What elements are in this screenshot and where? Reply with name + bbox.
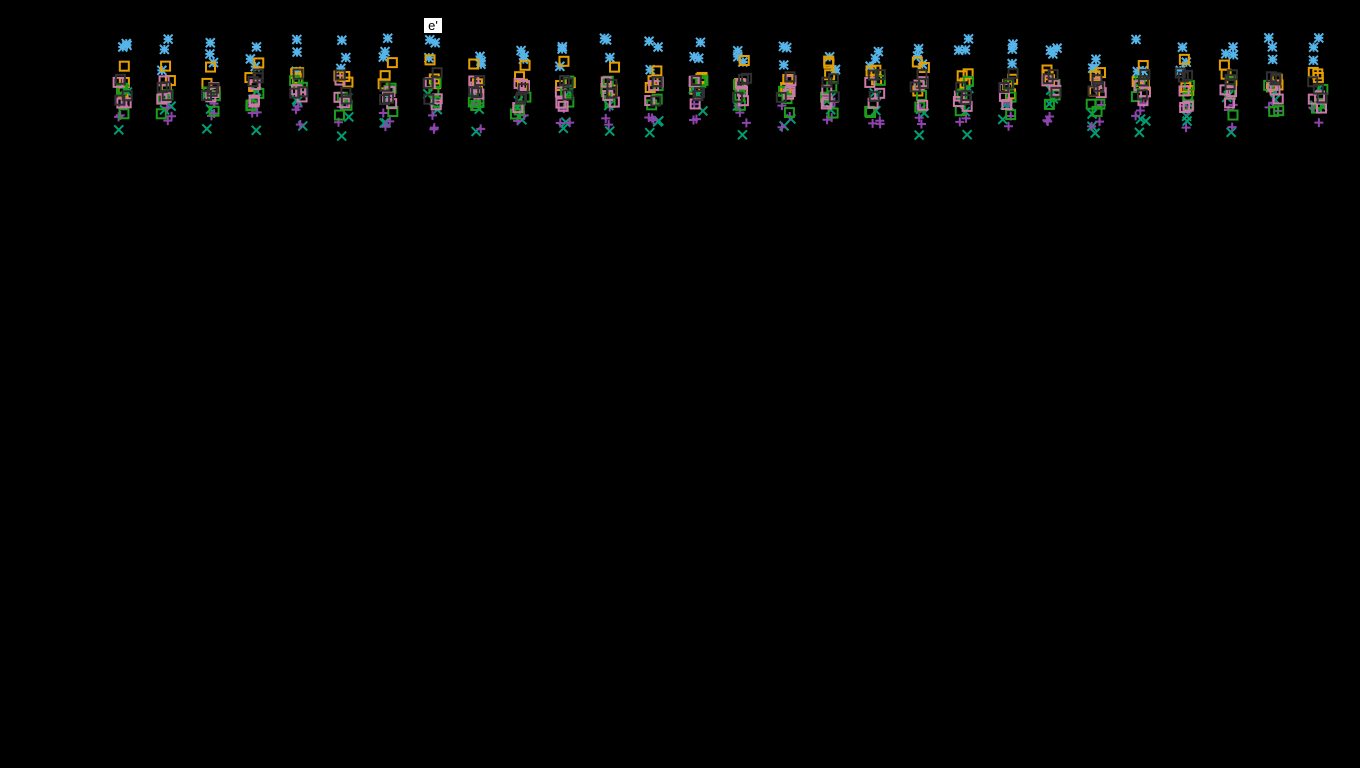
marker-s-square-orange xyxy=(120,62,129,71)
marker-s-cross-teal xyxy=(202,124,211,133)
marker-s-asterisk-blue xyxy=(383,34,392,43)
marker-s-cross-teal xyxy=(337,132,346,141)
marker-s-plus-purple xyxy=(1131,111,1140,120)
marker-s-cross-teal xyxy=(114,125,123,134)
marker-s-asterisk-blue xyxy=(292,35,301,44)
marker-s-cross-teal xyxy=(915,131,924,140)
marker-s-cross-teal xyxy=(645,128,654,137)
marker-s-square-orange xyxy=(1220,61,1229,70)
marker-s-asterisk-blue xyxy=(293,48,302,57)
marker-s-asterisk-blue xyxy=(1264,33,1273,42)
marker-s-square-black xyxy=(433,68,442,77)
marker-s-asterisk-blue xyxy=(252,42,261,51)
marker-s-cross-teal xyxy=(605,127,614,136)
marker-s-asterisk-blue xyxy=(600,34,609,43)
marker-s-asterisk-blue xyxy=(782,43,791,52)
marker-s-asterisk-blue xyxy=(118,43,127,52)
marker-s-asterisk-blue xyxy=(205,49,214,58)
marker-s-asterisk-blue xyxy=(1309,43,1318,52)
marker-s-asterisk-blue xyxy=(1132,35,1141,44)
marker-s-asterisk-blue xyxy=(1309,56,1318,65)
marker-s-asterisk-blue xyxy=(964,34,973,43)
strip-scatter-plot xyxy=(0,0,1360,768)
marker-s-asterisk-blue xyxy=(690,52,699,61)
marker-s-asterisk-blue xyxy=(913,52,922,61)
marker-s-asterisk-blue xyxy=(1268,55,1277,64)
marker-s-asterisk-blue xyxy=(779,60,788,69)
marker-s-cross-teal xyxy=(252,126,261,135)
marker-s-asterisk-blue xyxy=(1178,43,1187,52)
marker-s-asterisk-blue xyxy=(558,42,567,51)
marker-s-asterisk-blue xyxy=(1229,50,1238,59)
marker-s-asterisk-blue xyxy=(425,35,434,44)
marker-s-plus-purple xyxy=(379,109,388,118)
marker-s-square-orange xyxy=(388,58,397,67)
marker-s-asterisk-blue xyxy=(206,38,215,47)
marker-s-asterisk-blue xyxy=(1091,55,1100,64)
marker-s-square-green xyxy=(1228,111,1237,120)
marker-s-asterisk-blue xyxy=(1053,44,1062,53)
marker-s-plus-purple xyxy=(429,125,438,134)
marker-s-asterisk-blue xyxy=(961,45,970,54)
marker-s-asterisk-blue xyxy=(381,47,390,56)
marker-s-asterisk-blue xyxy=(654,42,663,51)
marker-s-asterisk-blue xyxy=(520,51,529,60)
marker-s-asterisk-blue xyxy=(1046,46,1055,55)
marker-s-asterisk-blue xyxy=(645,37,654,46)
marker-s-asterisk-blue xyxy=(1008,59,1017,68)
marker-s-asterisk-blue xyxy=(1314,33,1323,42)
marker-s-cross-teal xyxy=(344,112,353,121)
marker-s-plus-purple xyxy=(381,122,390,131)
marker-s-asterisk-blue xyxy=(1268,42,1277,51)
marker-s-asterisk-blue xyxy=(871,54,880,63)
marker-s-asterisk-blue xyxy=(1008,45,1017,54)
marker-s-asterisk-blue xyxy=(164,35,173,44)
marker-s-asterisk-blue xyxy=(160,45,169,54)
marker-s-cross-teal xyxy=(963,130,972,139)
marker-s-cross-teal xyxy=(738,130,747,139)
annotation-label: e' xyxy=(424,18,442,33)
marker-s-square-orange xyxy=(610,63,619,72)
marker-s-asterisk-blue xyxy=(605,53,614,62)
marker-s-asterisk-blue xyxy=(341,53,350,62)
marker-s-plus-purple xyxy=(742,118,751,127)
marker-s-cross-teal xyxy=(1135,128,1144,137)
marker-s-plus-purple xyxy=(1314,118,1323,127)
marker-s-asterisk-blue xyxy=(337,36,346,45)
marker-s-asterisk-blue xyxy=(696,38,705,47)
